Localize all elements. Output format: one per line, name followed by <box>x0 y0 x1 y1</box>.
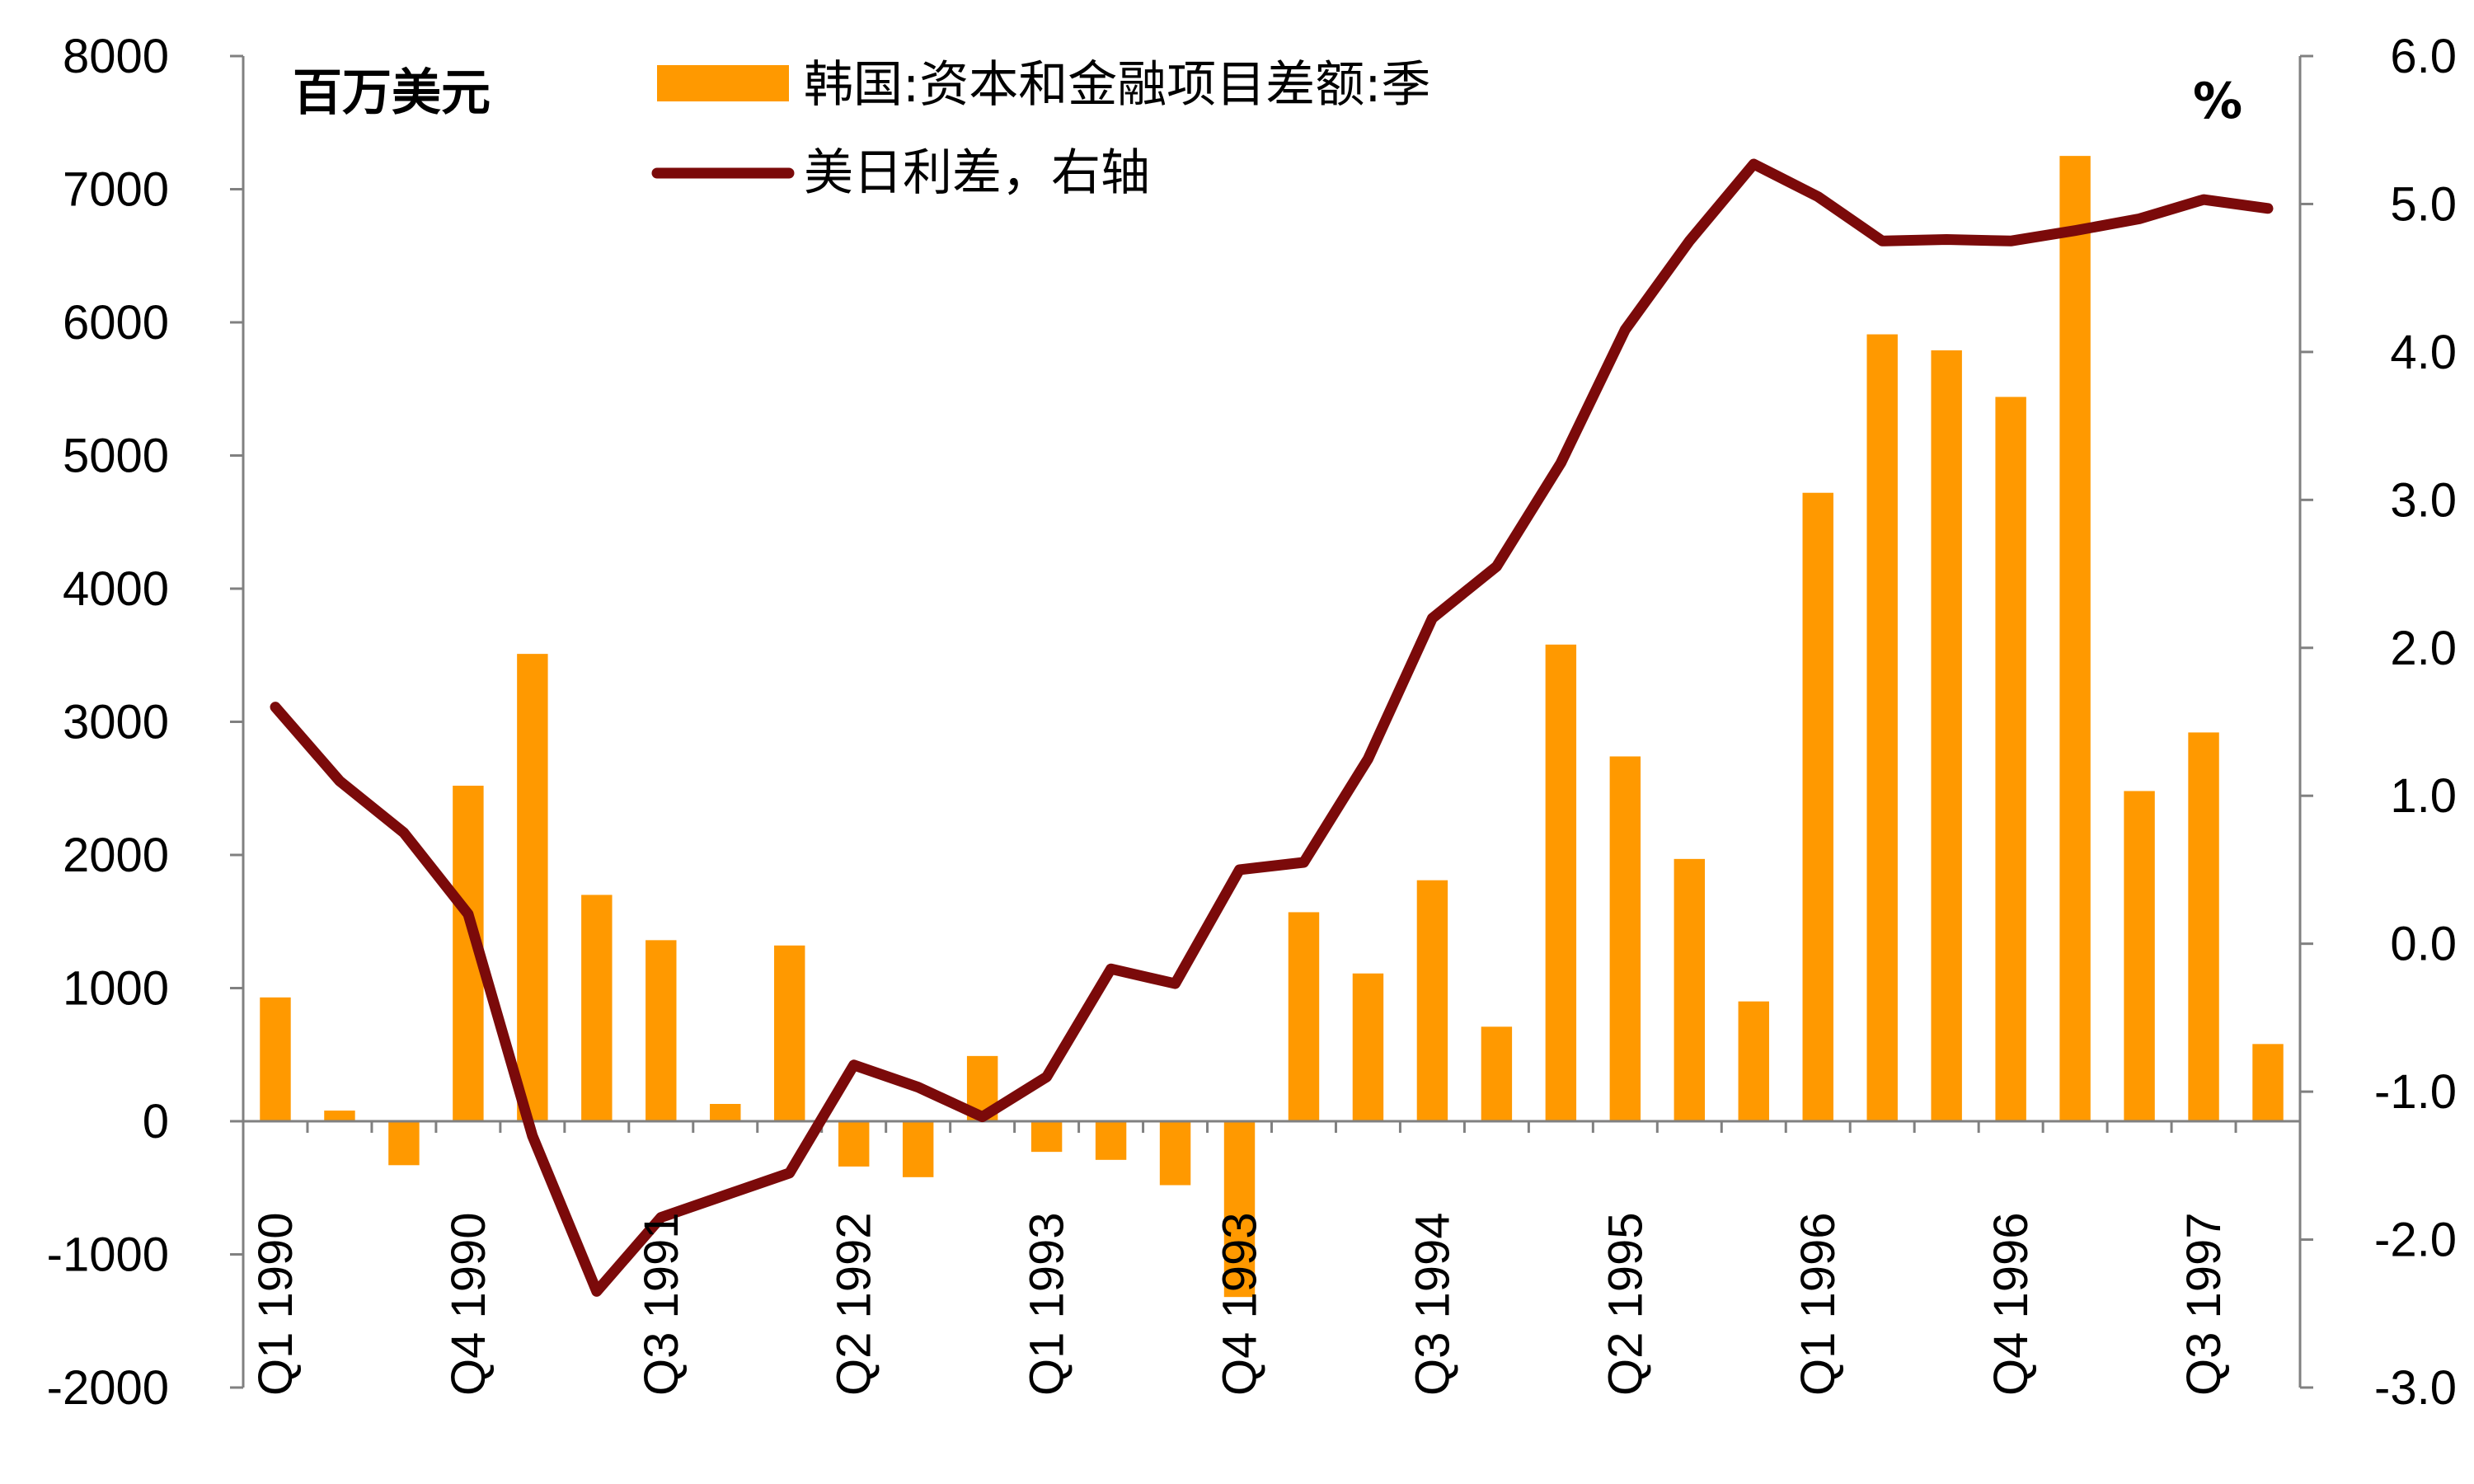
bar <box>1866 334 1898 1121</box>
bar <box>1416 880 1448 1121</box>
right-unit-label: % <box>2193 73 2242 130</box>
bar <box>2188 732 2219 1121</box>
right-tick-label: -3.0 <box>2374 1361 2457 1415</box>
right-tick-label: -1.0 <box>2374 1065 2457 1119</box>
left-tick-label: 7000 <box>63 163 169 217</box>
left-tick-label: -2000 <box>47 1361 169 1415</box>
x-tick-label: Q2 1995 <box>1598 1212 1652 1396</box>
left-tick-label: 6000 <box>63 296 169 350</box>
x-tick-label: Q4 1993 <box>1214 1212 1267 1396</box>
bar <box>645 940 677 1121</box>
x-tick-label: Q4 1996 <box>1984 1212 2038 1396</box>
bar <box>710 1104 741 1121</box>
right-tick-label: 3.0 <box>2390 473 2457 527</box>
x-tick-label: Q1 1990 <box>249 1212 303 1396</box>
x-tick-label: Q3 1991 <box>635 1212 688 1396</box>
bar <box>2059 156 2091 1121</box>
x-tick-label: Q1 1993 <box>1021 1212 1074 1396</box>
bar <box>1288 912 1320 1121</box>
x-axis-ticks <box>242 1121 2302 1133</box>
left-tick-label: 8000 <box>63 30 169 83</box>
line-series-spread <box>270 158 2274 1297</box>
left-tick-label: 1000 <box>63 962 169 1016</box>
bar <box>1545 644 1577 1121</box>
bar <box>2252 1044 2284 1121</box>
legend-bar-label: 韩国:资本和金融项目差额:季 <box>804 56 1430 114</box>
bar <box>1481 1026 1513 1121</box>
left-tick-label: 5000 <box>63 430 169 483</box>
left-tick-label: 2000 <box>63 829 169 882</box>
x-axis-labels: Q1 1990 Q4 1990 Q3 1991 Q2 1992 Q1 1993 Q4 19… <box>249 1212 2231 1396</box>
bar <box>1609 756 1641 1121</box>
left-y-axis-ticks: 8000 7000 6000 5000 4000 3000 2000 1000 0 -1000 -2… <box>47 30 243 1415</box>
x-tick-label: Q4 1990 <box>442 1212 495 1396</box>
bar <box>1352 973 1384 1121</box>
left-tick-label: 3000 <box>63 696 169 749</box>
bar <box>1223 1121 1256 1298</box>
left-unit-label: 百万美元 <box>293 64 491 122</box>
right-tick-label: 1.0 <box>2390 769 2457 823</box>
x-tick-label: Q2 1992 <box>828 1212 881 1396</box>
left-tick-label: 4000 <box>63 562 169 616</box>
bar <box>517 654 548 1121</box>
right-tick-label: -2.0 <box>2374 1214 2457 1267</box>
right-tick-label: 0.0 <box>2390 918 2457 971</box>
x-tick-label: Q3 1997 <box>2177 1212 2231 1396</box>
x-tick-label: Q1 1996 <box>1791 1212 1845 1396</box>
bar <box>1802 492 1833 1121</box>
bar-series <box>260 156 2284 1298</box>
right-y-axis-ticks: 6.0 5.0 4.0 3.0 2.0 1.0 0.0 -1.0 -2.0 -3.0 <box>2300 30 2457 1415</box>
legend-bar-swatch <box>657 65 789 101</box>
right-tick-label: 5.0 <box>2390 177 2457 231</box>
bar <box>774 945 805 1121</box>
bar <box>1674 858 1706 1121</box>
x-tick-label: Q3 1994 <box>1406 1212 1459 1396</box>
legend-line-label: 美日利差，右轴 <box>804 144 1150 202</box>
bar <box>902 1121 934 1177</box>
bar <box>1931 350 1962 1121</box>
bar <box>1995 397 2026 1121</box>
bar <box>388 1121 420 1166</box>
left-tick-label: 0 <box>143 1095 169 1148</box>
bar <box>324 1111 355 1121</box>
bar <box>1159 1121 1191 1186</box>
right-tick-label: 4.0 <box>2390 326 2457 379</box>
bar <box>1095 1121 1127 1160</box>
right-tick-label: 6.0 <box>2390 30 2457 83</box>
bar <box>1030 1121 1063 1153</box>
bar <box>1738 1001 1769 1121</box>
bar <box>260 997 291 1121</box>
left-tick-label: -1000 <box>47 1228 169 1282</box>
bar <box>2124 791 2155 1121</box>
right-tick-label: 2.0 <box>2390 622 2457 675</box>
bar <box>838 1121 870 1167</box>
legend: 韩国:资本和金融项目差额:季 美日利差，右轴 <box>651 56 1430 202</box>
bar <box>581 895 613 1121</box>
